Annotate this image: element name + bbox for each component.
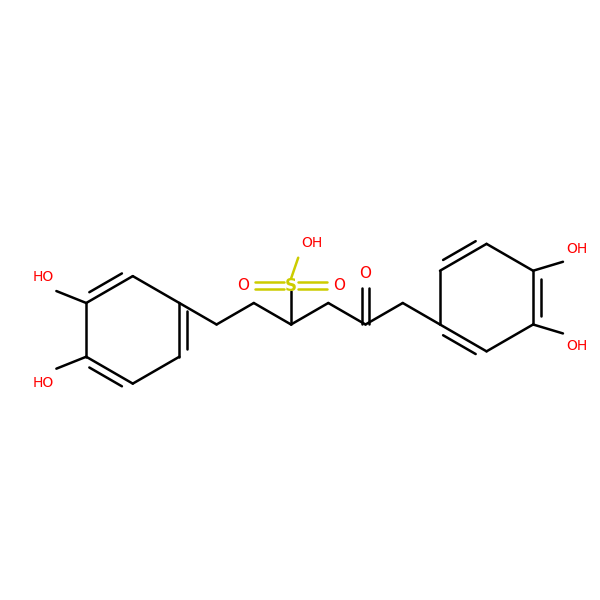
- Text: OH: OH: [301, 236, 322, 250]
- Text: HO: HO: [32, 376, 53, 390]
- Text: OH: OH: [566, 340, 587, 353]
- Text: OH: OH: [566, 242, 587, 256]
- Text: S: S: [285, 277, 297, 295]
- Text: O: O: [237, 278, 249, 293]
- Text: HO: HO: [32, 270, 53, 284]
- Text: O: O: [359, 266, 371, 281]
- Text: O: O: [333, 278, 345, 293]
